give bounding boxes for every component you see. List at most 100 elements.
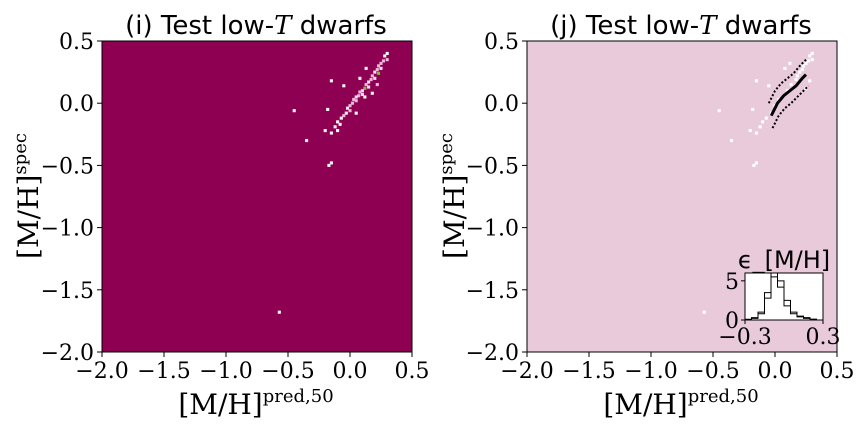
density-cell [375,82,379,87]
outlier-point [754,131,758,135]
x-tick-label: 0.0 [758,359,793,384]
outlier-point [808,54,812,58]
density-cell [363,86,367,90]
density-cell [323,129,327,133]
density-cell [379,61,383,65]
density-cell [376,71,381,75]
density-cell [379,66,383,70]
density-cell [326,107,330,111]
outlier-point [798,70,802,74]
inset-histogram-series-2 [745,272,823,321]
x-tick-label: −0.5 [686,359,739,384]
density-cell [348,104,352,108]
inset-x-ticks: −0.3 0.3 [718,320,841,350]
y-tick-label: −1.0 [466,217,519,242]
density-cell [342,84,346,88]
outlier-point [752,163,756,167]
y-tick-label: −1.5 [466,279,519,304]
y-tick-label: −2.0 [41,341,94,366]
outlier-point [730,138,734,143]
density-cell [364,82,368,87]
title-i: (i) Test low-T dwarfs [125,11,387,41]
density-cell [367,80,371,84]
outlier-point [702,310,706,314]
density-cell [339,116,343,120]
y-axis-label-i: [M/H]spec [10,133,45,259]
x-tick-label: −0.5 [261,359,314,384]
outlier-point [804,61,808,65]
y-tick-label: 0.0 [59,92,94,117]
panel-j: (j) Test low-T dwarfs −2.0 −1.5 −1.0 −0.5 0.… [436,11,855,421]
density-cell [358,90,362,94]
outlier-point [808,79,812,83]
lower-percentile-line [771,85,810,129]
outlier-point [754,161,758,165]
y-tick-label: 0.5 [484,30,519,55]
y-ticks-i: −2.0 −1.5 −1.0 −0.5 0.0 0.5 [41,30,102,366]
y-tick-label: −0.5 [41,154,94,179]
density-cell [342,114,346,118]
density-cell [360,89,364,93]
outlier-point [801,64,806,68]
density-cell [364,66,368,70]
inset-y-tick-label: 5 [725,270,739,295]
density-cell [336,129,340,133]
outlier-point [788,61,792,65]
outlier-point [785,89,789,93]
density-cell [292,109,296,113]
inset-x-tick-label: 0.3 [806,325,841,350]
outlier-point [751,107,755,111]
density-cell [336,120,340,124]
outlier-point [761,120,765,124]
inset-y-ticks: 05 [725,270,745,334]
density-cell [383,54,387,58]
y-tick-label: −0.5 [466,154,519,179]
density-cell [367,85,371,89]
median-line [769,73,808,117]
outlier-point [764,116,768,120]
density-cell [385,58,389,62]
density-cell [357,94,361,98]
outlier-point [748,129,752,133]
density-cell [360,92,364,97]
outlier-point [810,58,814,62]
x-tick-label: −1.5 [137,359,190,384]
density-cell [348,109,352,113]
density-cell [370,91,374,95]
x-tick-label: 0.5 [820,359,855,384]
outlier-point [810,51,814,55]
density-cell [354,99,358,103]
density-cell [305,138,309,143]
density-cell [277,310,281,314]
inset-y-tick-label: 0 [725,309,739,334]
inset-x-tick-label: −0.3 [718,325,771,350]
y-tick-label: −1.0 [41,217,94,242]
density-cell [329,131,333,135]
x-tick-label: −2.0 [500,359,553,384]
y-axis-label-j: [M/H]spec [436,133,471,259]
x-tick-label: −1.5 [562,359,615,384]
outlier-point [754,79,758,83]
outlier-point [767,84,771,88]
density-cell [333,125,337,129]
density-cell [363,95,367,99]
x-tick-label: 0.0 [333,359,368,384]
x-tick-label: −1.0 [624,359,677,384]
y-tick-label: −2.0 [466,341,519,366]
outlier-point [806,59,811,63]
density-cell [327,163,331,167]
density-cell [344,111,348,115]
inset-histogram: ϵ_[M/H] −0.3 0.3 05 [718,246,840,350]
axes-frame-i [101,40,413,353]
density-cell [354,95,358,99]
density-cell [373,76,377,80]
density-cell [338,122,342,126]
inset-title: ϵ_[M/H] [738,246,830,274]
x-ticks-j: −2.0 −1.5 −1.0 −0.5 0.0 0.5 [500,352,855,384]
outlier-point [783,66,787,70]
density-cell [369,78,373,82]
upper-percentile-line [767,58,807,104]
x-axis-label-j: [M/H]pred,50 [603,386,758,421]
x-tick-label: 0.5 [395,359,430,384]
